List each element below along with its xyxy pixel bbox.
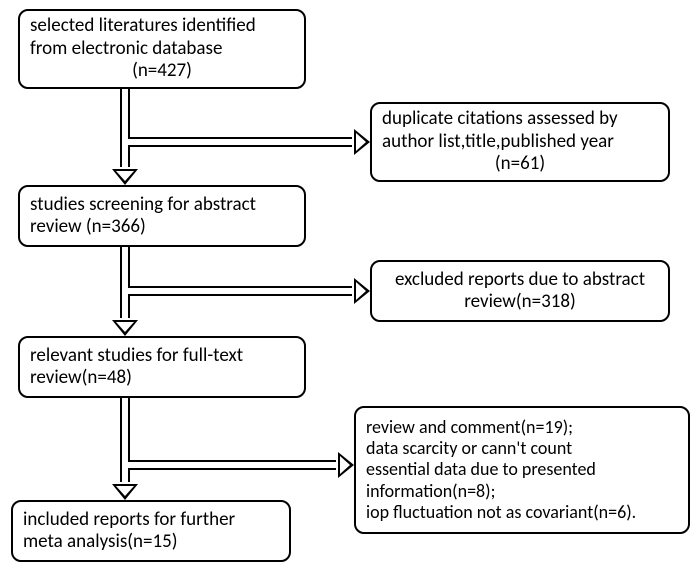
text: review(n=48) — [30, 367, 294, 389]
box-excluded-fulltext: review and comment(n=19); data scarcity … — [354, 406, 690, 534]
text: meta analysis(n=15) — [23, 531, 279, 553]
text: essential data due to presented — [366, 459, 678, 480]
box-identified: selected literatures identified from ele… — [18, 9, 306, 89]
text: relevant studies for full-text — [30, 345, 294, 367]
text: selected literatures identified — [30, 15, 294, 37]
text: review(n=318) — [464, 291, 575, 313]
text: review and comment(n=19); — [366, 417, 678, 438]
text: information(n=8); — [366, 481, 678, 502]
text: (n=427) — [132, 60, 192, 82]
arrow-right — [128, 135, 370, 149]
box-abstract-screening: studies screening for abstract review (n… — [18, 185, 306, 247]
text: included reports for further — [23, 509, 279, 531]
text: studies screening for abstract — [30, 194, 294, 216]
box-included: included reports for further meta analys… — [11, 500, 291, 562]
text: excluded reports due to abstract — [395, 269, 645, 291]
arrow-down — [118, 398, 132, 500]
box-excluded-abstract: excluded reports due to abstract review(… — [370, 260, 670, 322]
arrow-right — [128, 284, 370, 298]
text: review (n=366) — [30, 216, 294, 238]
text: (n=61) — [495, 153, 545, 175]
text: duplicate citations assessed by — [382, 108, 658, 130]
arrow-right — [128, 458, 354, 472]
box-fulltext-review: relevant studies for full-text review(n=… — [18, 336, 306, 398]
text: data scarcity or cann't count — [366, 438, 678, 459]
flowchart-canvas: selected literatures identified from ele… — [0, 0, 693, 576]
text: from electronic database — [30, 38, 294, 60]
box-duplicates: duplicate citations assessed by author l… — [370, 102, 670, 182]
text: author list,title,published year — [382, 131, 658, 153]
text: iop fluctuation not as covariant(n=6). — [366, 502, 678, 523]
